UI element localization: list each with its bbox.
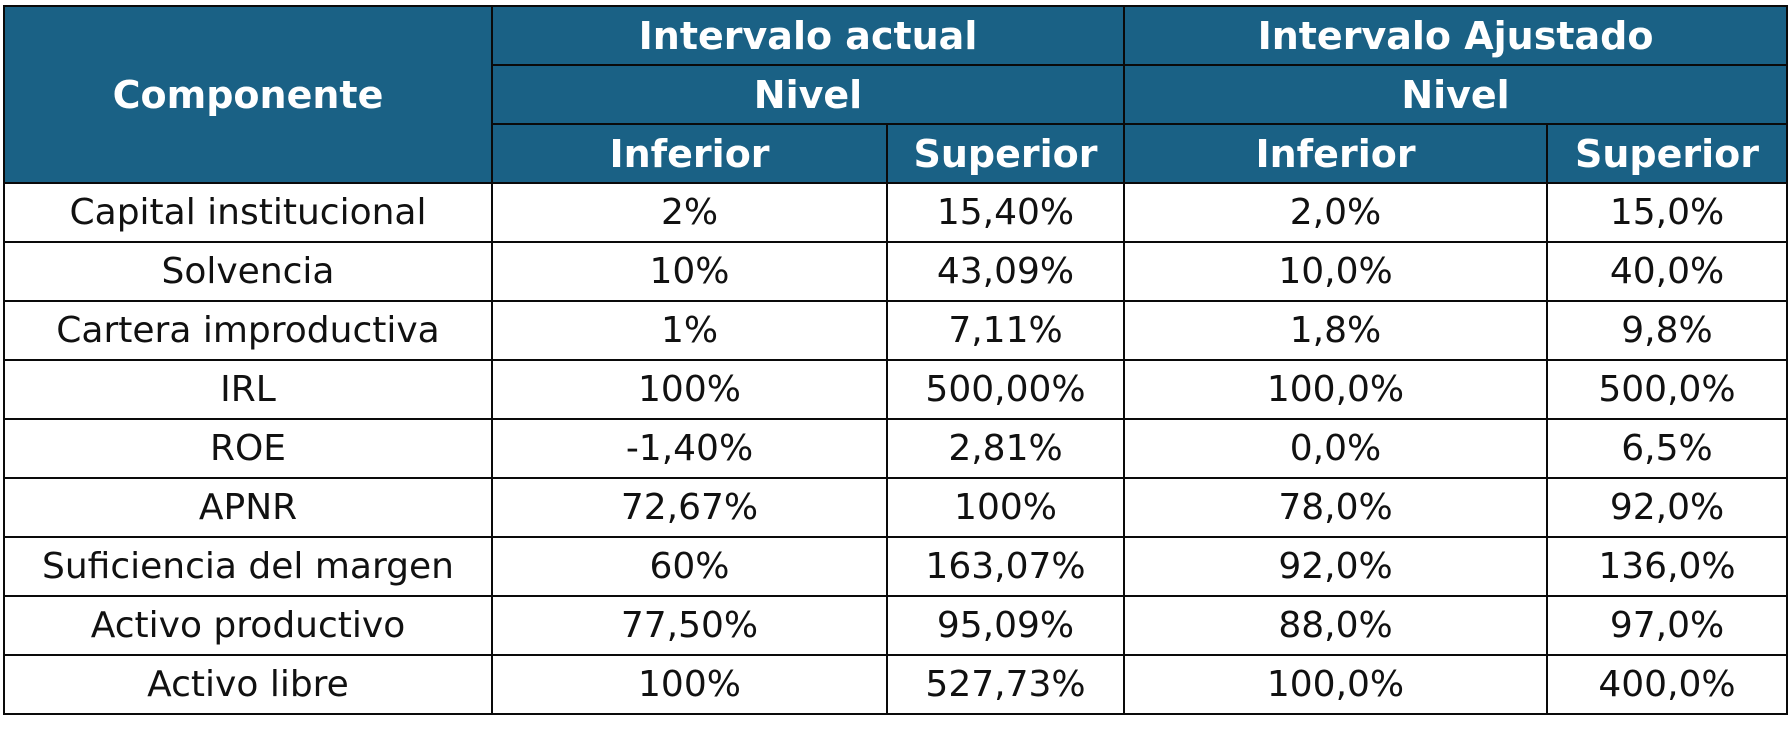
table-row: Solvencia 10% 43,09% 10,0% 40,0% [3, 241, 1789, 302]
cell-actual-superior: 43,09% [885, 241, 1126, 302]
table-row: Suficiencia del margen 60% 163,07% 92,0%… [3, 536, 1789, 597]
cell-componente: Suficiencia del margen [3, 536, 493, 597]
cell-componente: Activo productivo [3, 595, 493, 656]
cell-actual-inferior: 77,50% [491, 595, 888, 656]
header-nivel-ajustado: Nivel [1123, 64, 1789, 125]
cell-actual-inferior: 100% [491, 654, 888, 715]
cell-ajustado-inferior: 78,0% [1123, 477, 1549, 538]
header-inferior-ajustado: Inferior [1123, 123, 1549, 184]
header-superior-ajustado: Superior [1546, 123, 1789, 184]
table-row: Activo productivo 77,50% 95,09% 88,0% 97… [3, 595, 1789, 656]
cell-componente: Cartera improductiva [3, 300, 493, 361]
cell-ajustado-superior: 40,0% [1546, 241, 1789, 302]
cell-actual-superior: 163,07% [885, 536, 1126, 597]
header-inferior-actual: Inferior [491, 123, 888, 184]
cell-actual-superior: 15,40% [885, 182, 1126, 243]
cell-componente: Solvencia [3, 241, 493, 302]
cell-componente: Activo libre [3, 654, 493, 715]
cell-componente: IRL [3, 359, 493, 420]
table-body: Capital institucional 2% 15,40% 2,0% 15,… [3, 182, 1789, 715]
table-row: Cartera improductiva 1% 7,11% 1,8% 9,8% [3, 300, 1789, 361]
table-row: Capital institucional 2% 15,40% 2,0% 15,… [3, 182, 1789, 243]
cell-actual-inferior: 100% [491, 359, 888, 420]
table-row: IRL 100% 500,00% 100,0% 500,0% [3, 359, 1789, 420]
cell-ajustado-inferior: 1,8% [1123, 300, 1549, 361]
cell-componente: Capital institucional [3, 182, 493, 243]
table-row: Activo libre 100% 527,73% 100,0% 400,0% [3, 654, 1789, 715]
cell-ajustado-inferior: 100,0% [1123, 359, 1549, 420]
cell-actual-superior: 527,73% [885, 654, 1126, 715]
cell-ajustado-superior: 500,0% [1546, 359, 1789, 420]
header-superior-actual: Superior [885, 123, 1126, 184]
cell-ajustado-inferior: 92,0% [1123, 536, 1549, 597]
cell-ajustado-inferior: 10,0% [1123, 241, 1549, 302]
cell-ajustado-superior: 400,0% [1546, 654, 1789, 715]
cell-actual-inferior: 60% [491, 536, 888, 597]
cell-actual-inferior: 1% [491, 300, 888, 361]
cell-ajustado-inferior: 0,0% [1123, 418, 1549, 479]
cell-componente: ROE [3, 418, 493, 479]
cell-ajustado-inferior: 2,0% [1123, 182, 1549, 243]
cell-actual-inferior: 10% [491, 241, 888, 302]
cell-actual-superior: 95,09% [885, 595, 1126, 656]
table-header: Componente Intervalo actual Intervalo Aj… [3, 5, 1789, 184]
intervals-table: Componente Intervalo actual Intervalo Aj… [3, 5, 1789, 715]
cell-ajustado-inferior: 100,0% [1123, 654, 1549, 715]
cell-actual-superior: 2,81% [885, 418, 1126, 479]
header-intervalo-actual: Intervalo actual [490, 5, 1126, 66]
cell-ajustado-superior: 92,0% [1546, 477, 1789, 538]
header-intervalo-ajustado: Intervalo Ajustado [1123, 5, 1789, 66]
header-componente: Componente [3, 5, 493, 184]
cell-actual-superior: 500,00% [885, 359, 1126, 420]
cell-ajustado-inferior: 88,0% [1123, 595, 1549, 656]
table-row: ROE -1,40% 2,81% 0,0% 6,5% [3, 418, 1789, 479]
cell-ajustado-superior: 9,8% [1546, 300, 1789, 361]
cell-ajustado-superior: 136,0% [1546, 536, 1789, 597]
cell-actual-superior: 7,11% [885, 300, 1126, 361]
cell-actual-superior: 100% [885, 477, 1126, 538]
cell-actual-inferior: 72,67% [491, 477, 888, 538]
header-nivel-actual: Nivel [490, 64, 1126, 125]
cell-ajustado-superior: 97,0% [1546, 595, 1789, 656]
cell-componente: APNR [3, 477, 493, 538]
cell-ajustado-superior: 6,5% [1546, 418, 1789, 479]
cell-actual-inferior: 2% [491, 182, 888, 243]
table-row: APNR 72,67% 100% 78,0% 92,0% [3, 477, 1789, 538]
cell-actual-inferior: -1,40% [491, 418, 888, 479]
cell-ajustado-superior: 15,0% [1546, 182, 1789, 243]
